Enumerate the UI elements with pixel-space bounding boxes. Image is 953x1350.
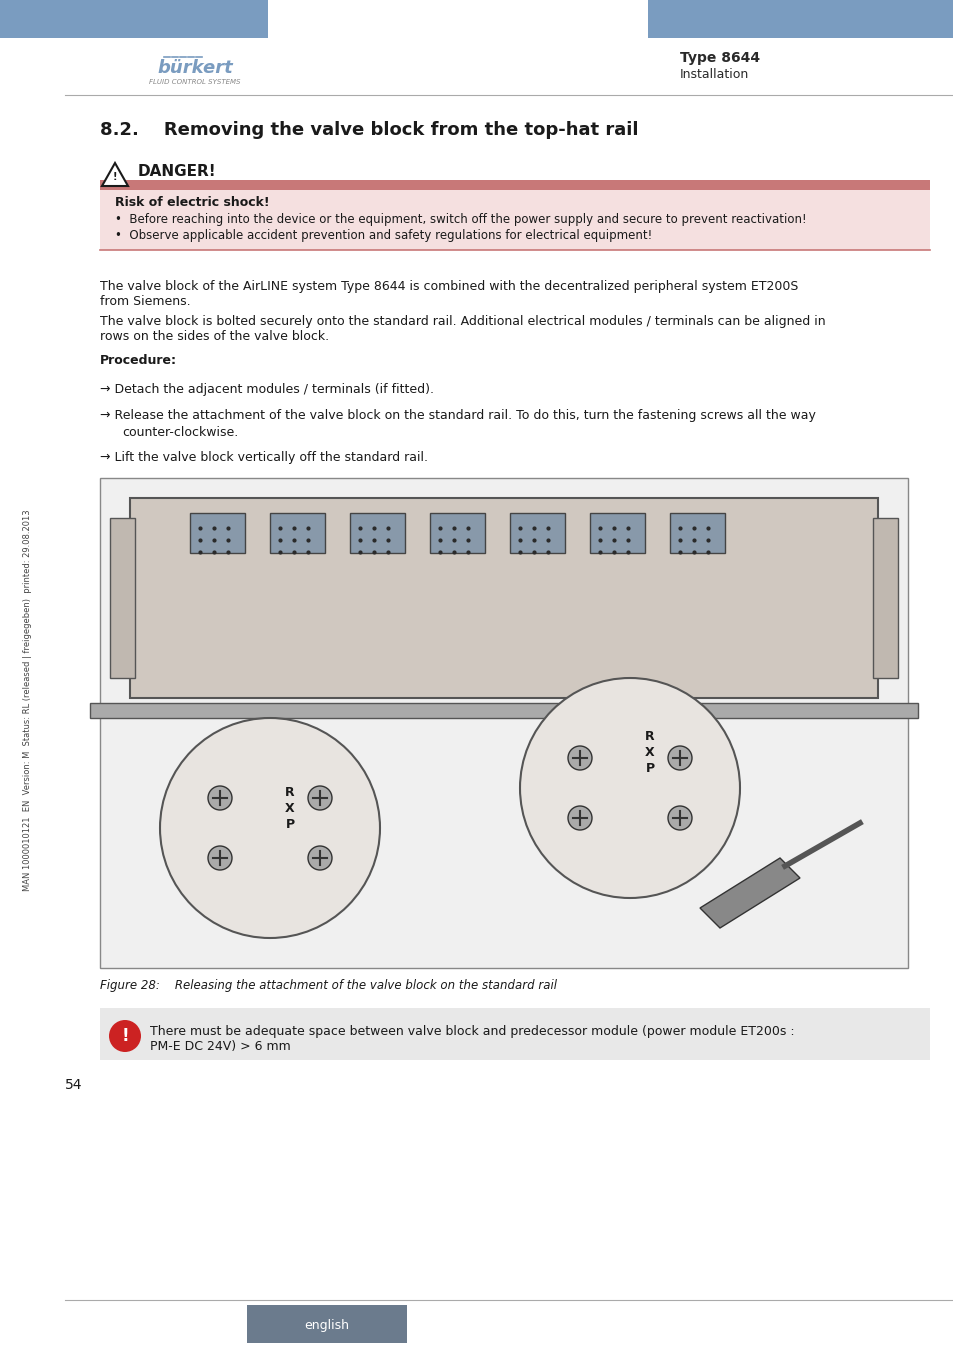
Text: 8.2.    Removing the valve block from the top-hat rail: 8.2. Removing the valve block from the t… (100, 122, 638, 139)
Text: The valve block is bolted securely onto the standard rail. Additional electrical: The valve block is bolted securely onto … (100, 315, 824, 343)
FancyBboxPatch shape (430, 513, 484, 554)
Text: The valve block of the AirLINE system Type 8644 is combined with the decentraliz: The valve block of the AirLINE system Ty… (100, 279, 798, 308)
FancyBboxPatch shape (100, 1008, 929, 1060)
Text: Installation: Installation (679, 68, 748, 81)
Text: bürkert: bürkert (157, 59, 233, 77)
Text: english: english (304, 1319, 349, 1331)
Text: •  Before reaching into the device or the equipment, switch off the power supply: • Before reaching into the device or the… (115, 213, 806, 227)
Circle shape (567, 806, 592, 830)
Text: Risk of electric shock!: Risk of electric shock! (115, 196, 270, 208)
Text: → Lift the valve block vertically off the standard rail.: → Lift the valve block vertically off th… (100, 451, 428, 464)
Polygon shape (102, 163, 128, 186)
FancyBboxPatch shape (130, 498, 877, 698)
Text: There must be adequate space between valve block and predecessor module (power m: There must be adequate space between val… (150, 1025, 794, 1053)
Circle shape (567, 747, 592, 769)
Circle shape (308, 786, 332, 810)
Text: R
X
P: R X P (644, 730, 654, 775)
FancyBboxPatch shape (190, 513, 245, 554)
Circle shape (208, 846, 232, 869)
FancyBboxPatch shape (872, 518, 897, 678)
Text: → Detach the adjacent modules / terminals (if fitted).: → Detach the adjacent modules / terminal… (100, 383, 434, 397)
FancyBboxPatch shape (100, 478, 907, 968)
FancyBboxPatch shape (247, 1305, 407, 1343)
Circle shape (109, 1021, 141, 1052)
Circle shape (519, 678, 740, 898)
Circle shape (160, 718, 379, 938)
Polygon shape (700, 859, 800, 927)
Text: → Release the attachment of the valve block on the standard rail. To do this, tu: → Release the attachment of the valve bl… (100, 409, 815, 421)
Text: Procedure:: Procedure: (100, 354, 177, 366)
FancyBboxPatch shape (589, 513, 644, 554)
FancyBboxPatch shape (100, 190, 929, 250)
Text: !: ! (112, 171, 117, 182)
Text: Figure 28:    Releasing the attachment of the valve block on the standard rail: Figure 28: Releasing the attachment of t… (100, 980, 557, 992)
Text: Type 8644: Type 8644 (679, 51, 760, 65)
FancyBboxPatch shape (110, 518, 135, 678)
FancyBboxPatch shape (647, 0, 953, 38)
Circle shape (667, 747, 691, 769)
Text: !: ! (121, 1027, 129, 1045)
FancyBboxPatch shape (510, 513, 564, 554)
Text: DANGER!: DANGER! (138, 165, 216, 180)
Text: •  Observe applicable accident prevention and safety regulations for electrical : • Observe applicable accident prevention… (115, 230, 652, 243)
Text: MAN 1000010121  EN  Version: M  Status: RL (released | freigegeben)  printed: 29: MAN 1000010121 EN Version: M Status: RL … (24, 509, 32, 891)
FancyBboxPatch shape (0, 0, 268, 38)
Text: 54: 54 (65, 1079, 82, 1092)
Text: FLUID CONTROL SYSTEMS: FLUID CONTROL SYSTEMS (149, 80, 240, 85)
FancyBboxPatch shape (270, 513, 325, 554)
FancyBboxPatch shape (90, 703, 917, 718)
Text: R
X
P: R X P (285, 786, 294, 830)
Circle shape (308, 846, 332, 869)
FancyBboxPatch shape (669, 513, 724, 554)
FancyBboxPatch shape (100, 180, 929, 190)
FancyBboxPatch shape (350, 513, 405, 554)
Circle shape (667, 806, 691, 830)
Circle shape (208, 786, 232, 810)
Text: counter-clockwise.: counter-clockwise. (122, 425, 238, 439)
